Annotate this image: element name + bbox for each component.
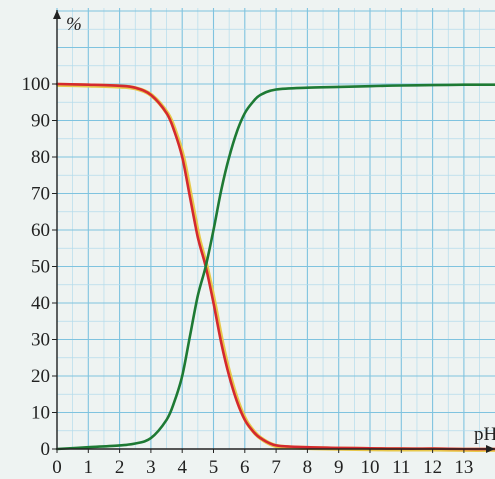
x-tick-label: 0 [52,457,62,478]
series-2-line [55,83,495,451]
y-tick-label: 80 [31,147,50,168]
y-tick-label: 50 [31,257,50,278]
y-tick-label: 10 [31,403,50,424]
x-tick-label: 3 [146,457,156,478]
x-tick-label: 2 [115,457,125,478]
y-axis-label: % [66,14,82,35]
x-tick-label: 7 [271,457,281,478]
y-tick-label: 40 [31,293,50,314]
y-tick-label: 90 [31,111,50,132]
y-tick-label: 30 [31,330,50,351]
y-tick-label: 70 [31,184,50,205]
y-tick-label: 20 [31,366,50,387]
y-axis-arrow [53,10,61,19]
x-tick-label: 6 [240,457,250,478]
x-tick-label: 8 [303,457,313,478]
x-tick-label: 9 [334,457,344,478]
y-tick-label: 60 [31,220,50,241]
x-tick-label: 1 [84,457,94,478]
x-tick-label: 13 [454,457,473,478]
x-tick-label: 12 [423,457,442,478]
x-tick-label: 5 [209,457,219,478]
x-tick-label: 4 [177,457,187,478]
y-tick-label: 100 [22,74,51,95]
x-tick-label: 11 [392,457,410,478]
y-tick-label: 0 [41,439,51,460]
x-tick-label: 10 [361,457,380,478]
series-1-line [55,82,495,451]
x-axis-label: pH [474,424,495,445]
x-axis-arrow [486,445,495,453]
grid [56,8,495,450]
